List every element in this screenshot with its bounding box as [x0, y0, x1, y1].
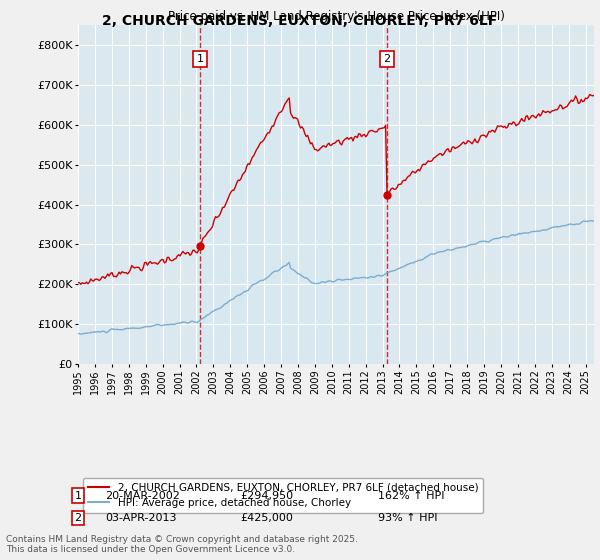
Text: 1: 1 — [74, 491, 82, 501]
Text: £294,950: £294,950 — [240, 491, 293, 501]
Text: 2, CHURCH GARDENS, EUXTON, CHORLEY, PR7 6LF: 2, CHURCH GARDENS, EUXTON, CHORLEY, PR7 … — [103, 14, 497, 28]
Text: 93% ↑ HPI: 93% ↑ HPI — [378, 513, 437, 523]
Text: 1: 1 — [197, 54, 203, 64]
Text: £425,000: £425,000 — [240, 513, 293, 523]
Text: 2: 2 — [74, 513, 82, 523]
Legend: 2, CHURCH GARDENS, EUXTON, CHORLEY, PR7 6LF (detached house), HPI: Average price: 2, CHURCH GARDENS, EUXTON, CHORLEY, PR7 … — [83, 478, 484, 514]
Text: 162% ↑ HPI: 162% ↑ HPI — [378, 491, 445, 501]
Text: 03-APR-2013: 03-APR-2013 — [105, 513, 176, 523]
Bar — [200, 25, 387, 364]
Text: 2: 2 — [383, 54, 391, 64]
Text: Contains HM Land Registry data © Crown copyright and database right 2025.
This d: Contains HM Land Registry data © Crown c… — [6, 535, 358, 554]
Text: 20-MAR-2002: 20-MAR-2002 — [105, 491, 180, 501]
Title: Price paid vs. HM Land Registry's House Price Index (HPI): Price paid vs. HM Land Registry's House … — [167, 10, 505, 22]
